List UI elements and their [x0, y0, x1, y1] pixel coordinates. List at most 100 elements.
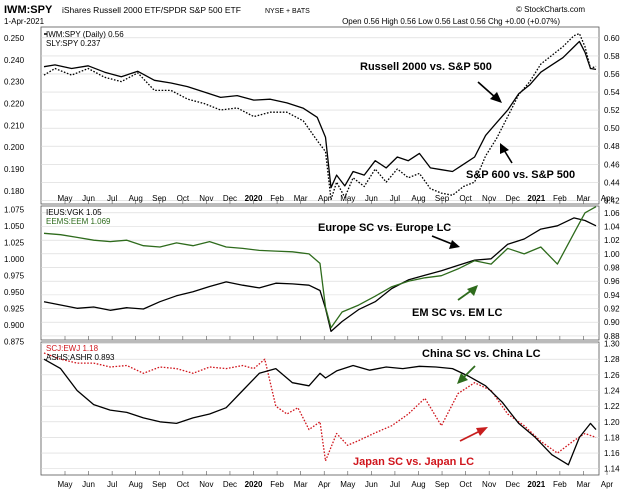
right-tick-label: 0.50	[604, 124, 620, 133]
chart-date: 1-Apr-2021	[4, 17, 45, 26]
right-tick-label: 1.06	[604, 209, 620, 218]
x-tick-label: Jul	[390, 480, 400, 489]
series-line-sly-spy	[43, 32, 597, 201]
right-tick-label: 1.04	[604, 223, 620, 232]
right-tick-label: 1.20	[604, 418, 620, 427]
right-tick-label: 0.54	[604, 88, 620, 97]
annotation-japan: Japan SC vs. Japan LC	[353, 456, 474, 468]
x-tick-label: Sep	[152, 194, 167, 203]
right-tick-label: 0.96	[604, 277, 620, 286]
x-tick-label: Mar	[577, 480, 591, 489]
x-tick-label: May	[57, 480, 72, 489]
right-tick-label: 0.48	[604, 142, 620, 151]
right-tick-label: 0.90	[604, 318, 620, 327]
right-tick-label: 0.94	[604, 291, 620, 300]
x-tick-label: Feb	[553, 194, 567, 203]
right-tick-label: 0.92	[604, 305, 620, 314]
x-tick-label: Sep	[435, 194, 450, 203]
arrow-russell	[477, 81, 502, 103]
right-tick-label: 0.58	[604, 52, 620, 61]
annotation-china: China SC vs. China LC	[422, 348, 541, 360]
right-tick-label: 0.98	[604, 264, 620, 273]
legend-ieus-vgk: IEUS:VGK 1.05	[46, 208, 102, 217]
legend-scj-ewj: SCJ:EWJ 1.18	[46, 344, 99, 353]
right-tick-label: 1.22	[604, 402, 620, 411]
right-tick-label: 1.30	[604, 340, 620, 349]
chart-description: iShares Russell 2000 ETF/SPDR S&P 500 ET…	[62, 5, 241, 15]
left-tick-label: 0.180	[4, 187, 25, 196]
arrow-europe	[431, 235, 460, 249]
series-layer	[43, 32, 597, 466]
x-tick-label: Aug	[411, 194, 425, 203]
arrow-em	[457, 285, 478, 301]
x-tick-label: Jun	[82, 194, 95, 203]
right-tick-label: 1.28	[604, 355, 620, 364]
x-tick-label: 2020	[245, 194, 263, 203]
x-tick-label: Mar	[294, 480, 308, 489]
x-tick-label: Oct	[459, 480, 472, 489]
grid-layer	[41, 37, 599, 470]
left-tick-label: 0.900	[4, 321, 25, 330]
series-line-eems-eem	[43, 206, 597, 329]
left-tick-label: 0.230	[4, 78, 25, 87]
exchange-label: NYSE + BATS	[265, 8, 310, 15]
annotation-europe: Europe SC vs. Europe LC	[318, 222, 451, 234]
x-tick-label: Sep	[435, 480, 450, 489]
x-tick-label: Aug	[129, 480, 143, 489]
x-tick-label: Feb	[270, 194, 284, 203]
x-tick-label: 2020	[245, 480, 263, 489]
x-tick-label: Apr	[318, 480, 331, 489]
left-tick-label: 0.925	[4, 304, 25, 313]
x-tick-label: Oct	[177, 480, 190, 489]
right-tick-label: 0.88	[604, 332, 620, 341]
legend-eems-eem: EEMS:EEM 1.069	[46, 217, 111, 226]
x-tick-label: Aug	[411, 480, 425, 489]
series-line-ieus-vgk	[43, 217, 597, 333]
x-tick-label: Jul	[107, 480, 117, 489]
legend-iwm-spy: IWM:SPY (Daily) 0.56	[46, 30, 124, 39]
series-line-iwm-spy	[43, 40, 597, 189]
x-tick-label: Nov	[199, 480, 213, 489]
x-tick-label: Aug	[129, 194, 143, 203]
x-tick-label: Oct	[177, 194, 190, 203]
x-tick-label: Jul	[107, 194, 117, 203]
chart-symbol: IWM:SPY	[4, 4, 53, 16]
x-tick-label: Jun	[82, 480, 95, 489]
arrow-japan	[459, 427, 488, 442]
left-tick-label: 0.250	[4, 34, 25, 43]
x-tick-label: Dec	[506, 480, 520, 489]
x-tick-label: Jun	[365, 480, 378, 489]
right-tick-label: 0.60	[604, 34, 620, 43]
series-line-ashs-ashr	[43, 358, 597, 466]
right-tick-label: 1.18	[604, 433, 620, 442]
tick-layer: 0.60 0.58 0.56 0.54 0.52 0.50 0.48 0.46 0.44 0.42…	[4, 34, 620, 474]
x-tick-label: Oct	[459, 194, 472, 203]
x-tick-label: Nov	[482, 480, 496, 489]
legend-sly-spy: SLY:SPY 0.237	[46, 39, 101, 48]
x-tick-label: Jul	[390, 194, 400, 203]
x-tick-label: May	[57, 194, 72, 203]
left-tick-label: 1.025	[4, 238, 25, 247]
left-tick-label: 0.200	[4, 143, 25, 152]
left-tick-label: 0.210	[4, 121, 25, 130]
annotation-russell: Russell 2000 vs. S&P 500	[360, 61, 492, 73]
right-tick-label: 0.46	[604, 160, 620, 169]
x-tick-label: Apr	[601, 480, 614, 489]
brand-label: © StockCharts.com	[516, 5, 585, 14]
left-tick-label: 1.050	[4, 222, 25, 231]
right-tick-label: 0.44	[604, 178, 620, 187]
x-tick-label: Mar	[294, 194, 308, 203]
legend-ashs-ashr: ASHS:ASHR 0.893	[46, 353, 115, 362]
x-tick-label: Nov	[199, 194, 213, 203]
right-tick-label: 1.14	[604, 465, 620, 474]
left-tick-label: 0.975	[4, 271, 25, 280]
right-tick-label: 1.24	[604, 387, 620, 396]
x-tick-label: Dec	[223, 480, 237, 489]
x-tick-label: Feb	[270, 480, 284, 489]
left-tick-label: 1.000	[4, 255, 25, 264]
left-tick-label: 1.075	[4, 205, 25, 214]
annotation-em: EM SC vs. EM LC	[412, 307, 503, 319]
left-tick-label: 0.950	[4, 288, 25, 297]
